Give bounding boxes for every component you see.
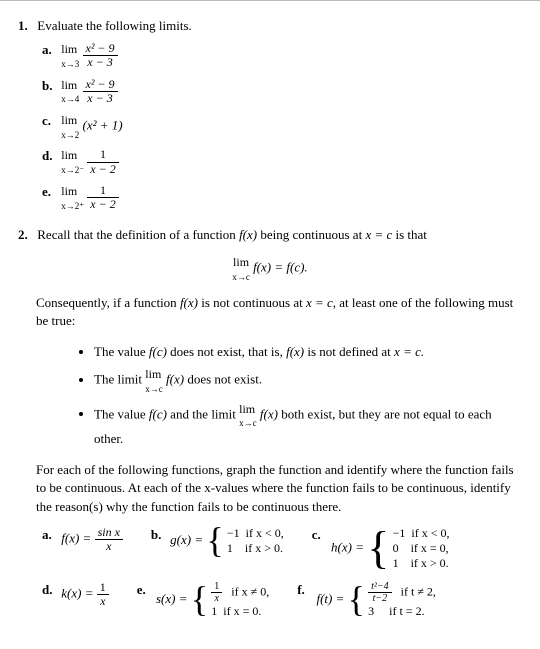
numerator: x² − 9	[83, 78, 118, 92]
limit-approach: x→4	[61, 93, 79, 106]
bullet-1: The value f(c) does not exist, that is, …	[94, 343, 522, 361]
limit-approach: x→3	[61, 58, 79, 71]
denominator: x − 3	[83, 92, 118, 105]
fraction: 1 x − 2	[87, 184, 118, 211]
func-b: b. g(x) = { −1 if x < 0, 1 if x > 0.	[151, 526, 284, 571]
limit-approach: x→2⁺	[61, 200, 84, 213]
limit-expr: lim x→2⁺	[61, 183, 84, 212]
sub-letter: a.	[42, 41, 58, 59]
p1c: c. lim x→2 (x² + 1)	[42, 112, 522, 141]
sub-letter: c.	[312, 526, 328, 544]
sub-letter: c.	[42, 112, 58, 130]
sub-letter: d.	[42, 581, 58, 599]
sub-letter: d.	[42, 147, 58, 165]
problem-intro: Evaluate the following limits.	[37, 18, 192, 33]
problem-1: 1. Evaluate the following limits. a. lim…	[18, 17, 522, 212]
denominator: x − 3	[83, 56, 118, 69]
sub-letter: e.	[137, 581, 153, 599]
numerator: 1	[87, 184, 118, 198]
problem-number: 2.	[18, 226, 34, 244]
problem-2: 2. Recall that the definition of a funct…	[18, 226, 522, 619]
fraction: 1 x − 2	[87, 148, 118, 175]
continuity-definition: lim x→c f(x) = f(c).	[18, 254, 522, 283]
func-f: f. f(t) = { t²−4t−2 if t ≠ 2, 3 if t = 2…	[297, 581, 436, 619]
func-e: e. s(x) = { 1x if x ≠ 0, 1 if x = 0.	[137, 581, 269, 619]
functions-row-2: d. k(x) = 1 x e. s(x) = { 1x if x ≠ 0, 1…	[42, 581, 522, 619]
sub-letter: f.	[297, 581, 313, 599]
definition-rhs: f(x) = f(c).	[253, 260, 308, 275]
bullet-3: The value f(c) and the limit limx→c f(x)…	[94, 401, 522, 449]
instructions-paragraph: For each of the following functions, gra…	[36, 461, 522, 516]
sub-letter: b.	[42, 77, 58, 95]
limit-approach: x→2	[61, 129, 79, 142]
func-c: c. h(x) = { −1 if x < 0, 0 if x = 0, 1 i…	[312, 526, 450, 571]
limit-expr: lim x→c	[232, 254, 250, 283]
p2-intro: Recall that the definition of a function…	[37, 227, 427, 242]
sub-letter: a.	[42, 526, 58, 544]
p1d: d. lim x→2⁻ 1 x − 2	[42, 147, 522, 176]
conditions-list: The value f(c) does not exist, that is, …	[54, 343, 522, 448]
func-a: a. f(x) = sin x x	[42, 526, 123, 571]
sub-letter: e.	[42, 183, 58, 201]
denominator: x − 2	[87, 198, 118, 211]
limit-approach: x→2⁻	[61, 164, 84, 177]
p1b: b. lim x→4 x² − 9 x − 3	[42, 77, 522, 106]
bullet-2: The limit limx→c f(x) does not exist.	[94, 366, 522, 395]
denominator: x − 2	[87, 163, 118, 176]
numerator: x² − 9	[83, 42, 118, 56]
numerator: 1	[87, 148, 118, 162]
limit-expr: lim x→3	[61, 41, 79, 70]
expression: (x² + 1)	[83, 118, 123, 133]
func-d: d. k(x) = 1 x	[42, 581, 109, 619]
p1e: e. lim x→2⁺ 1 x − 2	[42, 183, 522, 212]
limit-expr: lim x→2⁻	[61, 147, 84, 176]
limit-expr: lim x→2	[61, 112, 79, 141]
problem-number: 1.	[18, 17, 34, 35]
limit-expr: lim x→4	[61, 77, 79, 106]
functions-row-1: a. f(x) = sin x x b. g(x) = { −1 if x < …	[42, 526, 522, 571]
fraction: x² − 9 x − 3	[83, 78, 118, 105]
consequently-text: Consequently, if a function f(x) is not …	[36, 294, 522, 330]
p1a: a. lim x→3 x² − 9 x − 3	[42, 41, 522, 70]
sub-letter: b.	[151, 526, 167, 544]
fraction: x² − 9 x − 3	[83, 42, 118, 69]
